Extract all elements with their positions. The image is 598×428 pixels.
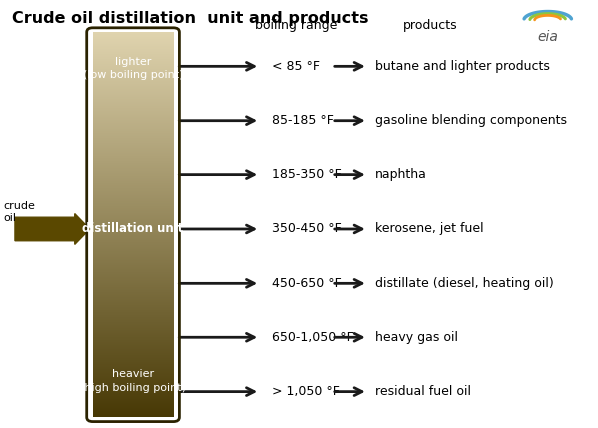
Text: residual fuel oil: residual fuel oil bbox=[375, 385, 471, 398]
Text: eia: eia bbox=[538, 30, 558, 44]
Text: naphtha: naphtha bbox=[375, 168, 427, 181]
Text: products: products bbox=[403, 19, 458, 32]
Text: < 85 °F: < 85 °F bbox=[272, 60, 320, 73]
Text: butane and lighter products: butane and lighter products bbox=[375, 60, 550, 73]
Text: distillate (diesel, heating oil): distillate (diesel, heating oil) bbox=[375, 277, 554, 290]
Text: distillation unit: distillation unit bbox=[83, 223, 184, 235]
Text: 350-450 °F: 350-450 °F bbox=[272, 223, 342, 235]
Text: 185-350 °F: 185-350 °F bbox=[272, 168, 342, 181]
Text: 450-650 °F: 450-650 °F bbox=[272, 277, 342, 290]
Text: kerosene, jet fuel: kerosene, jet fuel bbox=[375, 223, 484, 235]
Text: 85-185 °F: 85-185 °F bbox=[272, 114, 334, 127]
Text: heavy gas oil: heavy gas oil bbox=[375, 331, 458, 344]
Text: Crude oil distillation  unit and products: Crude oil distillation unit and products bbox=[12, 11, 368, 26]
Text: crude
oil: crude oil bbox=[3, 201, 35, 223]
Text: boiling range: boiling range bbox=[255, 19, 337, 32]
Text: heavier
(high boiling point): heavier (high boiling point) bbox=[80, 369, 186, 392]
Text: > 1,050 °F: > 1,050 °F bbox=[272, 385, 340, 398]
Text: 650-1,050 °F: 650-1,050 °F bbox=[272, 331, 354, 344]
FancyArrow shape bbox=[15, 214, 90, 244]
Text: lighter
(low boiling point): lighter (low boiling point) bbox=[83, 57, 184, 80]
Text: gasoline blending components: gasoline blending components bbox=[375, 114, 567, 127]
